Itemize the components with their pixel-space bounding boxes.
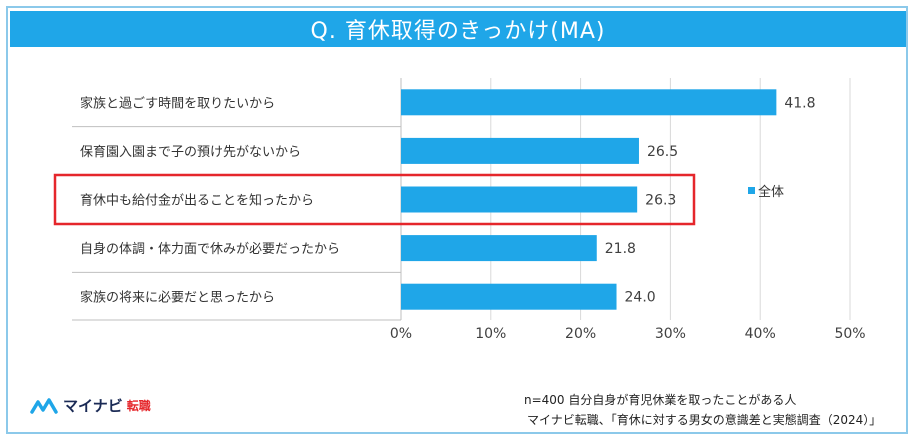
bar xyxy=(401,137,639,164)
category-label: 家族の将来に必要だと思ったから xyxy=(80,290,275,306)
legend-swatch xyxy=(748,187,755,194)
x-tick-label: 40% xyxy=(745,326,776,342)
bar xyxy=(401,186,638,213)
x-tick-label: 0% xyxy=(390,326,412,342)
category-label: 家族と過ごす時間を取りたいから xyxy=(80,95,275,111)
mynavi-logo-icon xyxy=(30,397,58,414)
x-tick-label: 10% xyxy=(475,326,506,342)
footnote-source: マイナビ転職、「育休に対する男女の意識差と実態調査（2024）」 xyxy=(527,413,882,427)
legend: 全体 xyxy=(748,181,784,200)
value-label: 24.0 xyxy=(625,290,656,306)
bar xyxy=(401,283,617,310)
brand-logo: マイナビ 転職 xyxy=(30,395,151,416)
chart-frame xyxy=(6,6,908,434)
category-label: 自身の体調・体力面で休みが必要だったから xyxy=(80,241,340,257)
category-label: 保育園入園まで子の預け先がないから xyxy=(80,144,301,160)
bar xyxy=(401,235,597,262)
category-label: 育休中も給付金が出ることを知ったから xyxy=(80,193,314,209)
x-tick-label: 50% xyxy=(834,326,865,342)
x-tick-labels: 0% 10% 20% 30% 40% 50% xyxy=(390,326,866,342)
footnote-sample: n=400 自分自身が育児休業を取ったことがある人 xyxy=(524,393,797,407)
value-label: 26.5 xyxy=(647,144,678,160)
value-label: 21.8 xyxy=(605,241,636,257)
value-label: 26.3 xyxy=(645,193,676,209)
brand-name: マイナビ xyxy=(63,397,123,415)
bars xyxy=(401,89,777,310)
category-labels: 家族と過ごす時間を取りたいから保育園入園まで子の預け先がないから育休中も給付金が… xyxy=(80,95,340,305)
chart-title: Q. 育休取得のきっかけ(MA) xyxy=(10,11,906,47)
highlight-box xyxy=(53,173,696,226)
legend-label: 全体 xyxy=(758,185,785,200)
value-labels: 41.8 26.5 26.3 21.8 24.0 xyxy=(605,95,816,305)
bar xyxy=(401,89,777,116)
x-tick-label: 30% xyxy=(655,326,686,342)
value-label: 41.8 xyxy=(784,95,815,111)
brand-sub: 転職 xyxy=(126,399,151,413)
x-tick-label: 20% xyxy=(565,326,596,342)
